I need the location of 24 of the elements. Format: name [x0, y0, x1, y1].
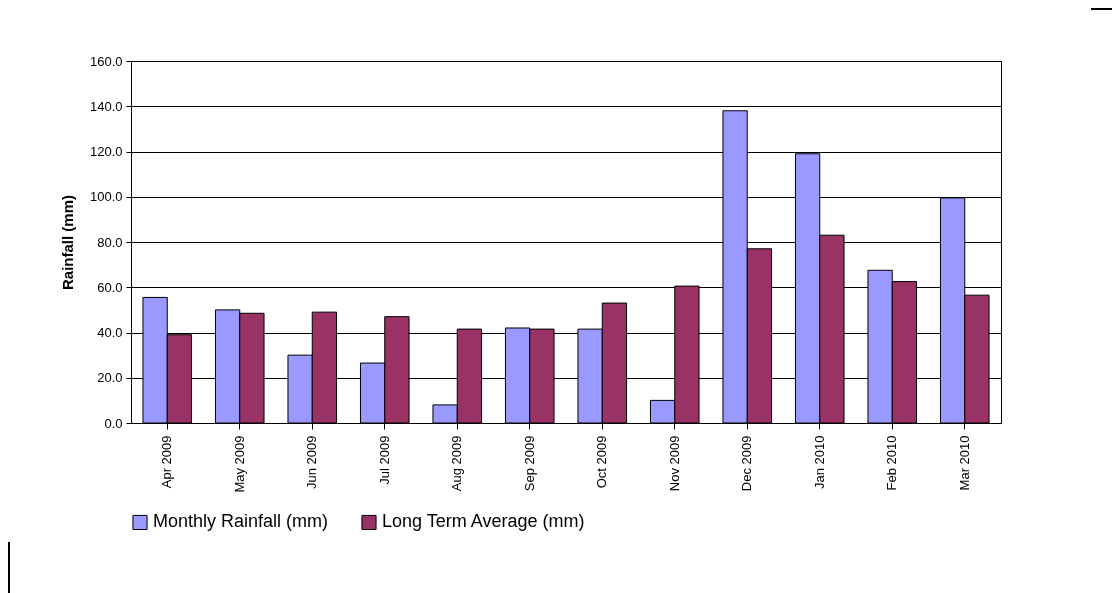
- legend-label: Long Term Average (mm): [382, 511, 585, 532]
- x-tick-label: Oct 2009: [594, 435, 610, 489]
- y-tick-label: 20.0: [97, 370, 123, 386]
- x-tick-label: Dec 2009: [739, 435, 755, 492]
- x-tick-label: Jun 2009: [304, 435, 320, 489]
- y-tick-label: 60.0: [97, 279, 123, 295]
- y-tick-label: 100.0: [89, 189, 123, 205]
- x-tick-label: Aug 2009: [449, 435, 465, 492]
- x-tick-label: Nov 2009: [666, 435, 682, 492]
- y-tick-label: 120.0: [89, 144, 123, 159]
- y-tick-label: 80.0: [97, 234, 123, 250]
- y-tick-label: 40.0: [97, 325, 123, 340]
- y-tick-label: 160.0: [89, 53, 123, 69]
- x-tick-label: Sep 2009: [521, 435, 537, 492]
- x-tick-label: Mar 2010: [956, 435, 972, 491]
- x-tick-label: Apr 2009: [159, 435, 175, 489]
- x-tick-label: Feb 2010: [884, 435, 900, 491]
- x-tick-label: Jan 2010: [811, 435, 827, 489]
- x-tick-label: May 2009: [231, 435, 247, 493]
- y-tick-label: 140.0: [89, 98, 123, 114]
- legend-label: Monthly Rainfall (mm): [153, 511, 329, 532]
- x-tick-label: Jul 2009: [376, 435, 392, 485]
- y-tick-label: 0.0: [104, 415, 123, 431]
- y-axis-title: Rainfall (mm): [58, 194, 76, 291]
